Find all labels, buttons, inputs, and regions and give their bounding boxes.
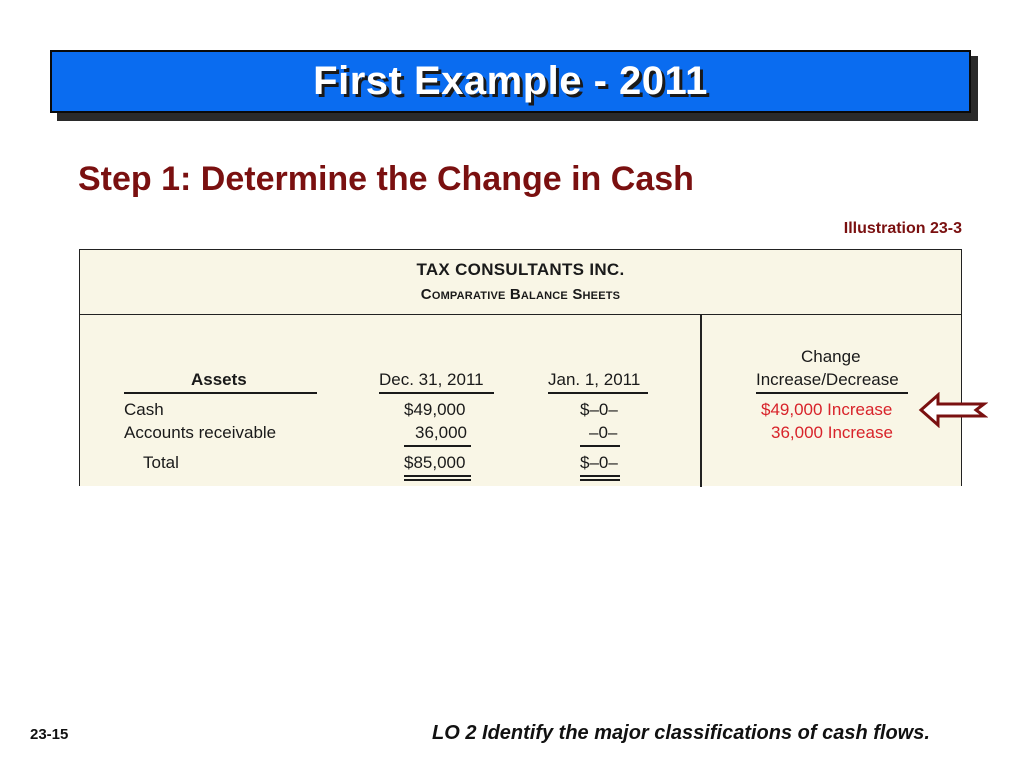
row-cash-label: Cash — [124, 400, 164, 419]
dec-header: Dec. 31, 2011 — [379, 370, 484, 389]
left-arrow-icon — [918, 392, 988, 428]
change-header-line1: Change — [801, 347, 861, 366]
change-underline — [756, 392, 908, 394]
row-ar-dec: 36,000 — [415, 423, 467, 442]
column-divider — [700, 314, 702, 487]
dec-underline — [379, 392, 494, 394]
learning-objective: LO 2 Identify the major classifications … — [432, 722, 930, 744]
sheet-subtitle: Comparative Balance Sheets — [420, 286, 621, 303]
total-double-underline-dec-2 — [404, 479, 471, 481]
row-cash-change: $49,000 Increase — [761, 400, 893, 419]
step-heading: Step 1: Determine the Change in Cash — [78, 160, 694, 198]
jan-underline — [548, 392, 648, 394]
jan-header: Jan. 1, 2011 — [548, 370, 641, 389]
subtotal-underline-dec — [404, 445, 471, 447]
total-double-underline-dec-1 — [404, 475, 471, 477]
page-number: 23-15 — [30, 726, 69, 743]
slide-title: First Example - 2011 — [313, 59, 708, 103]
row-ar-label: Accounts receivable — [124, 423, 277, 442]
total-dec: $85,000 — [404, 453, 466, 472]
balance-sheet-header: TAX CONSULTANTS INC. Comparative Balance… — [80, 250, 961, 315]
subtotal-underline-jan — [580, 445, 620, 447]
total-jan: $–0– — [580, 453, 618, 472]
assets-underline — [124, 392, 317, 394]
total-double-underline-jan-1 — [580, 475, 620, 477]
total-double-underline-jan-2 — [580, 479, 620, 481]
row-cash-dec: $49,000 — [404, 400, 466, 419]
row-ar-change: 36,000 Increase — [771, 423, 893, 442]
row-ar-jan: –0– — [589, 423, 618, 442]
total-label: Total — [143, 453, 179, 472]
row-cash-jan: $–0– — [580, 400, 618, 419]
change-header-line2: Increase/Decrease — [756, 370, 899, 389]
assets-header: Assets — [191, 370, 247, 389]
balance-sheet: TAX CONSULTANTS INC. Comparative Balance… — [79, 249, 962, 487]
company-name: TAX CONSULTANTS INC. — [416, 260, 625, 279]
title-bar: First Example - 2011 — [50, 50, 971, 113]
illustration-label: Illustration 23-3 — [843, 220, 962, 237]
